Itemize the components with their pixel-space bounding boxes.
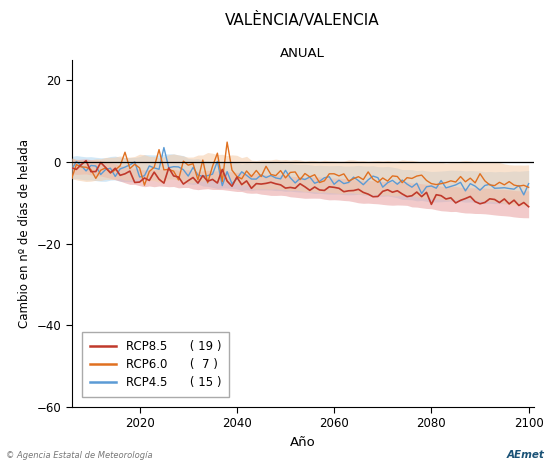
Text: AEmet: AEmet xyxy=(507,450,544,460)
Text: VALÈNCIA/VALENCIA: VALÈNCIA/VALENCIA xyxy=(225,12,380,28)
Legend: RCP8.5      ( 19 ), RCP6.0      (  7 ), RCP4.5      ( 15 ): RCP8.5 ( 19 ), RCP6.0 ( 7 ), RCP4.5 ( 15… xyxy=(82,332,229,397)
Title: ANUAL: ANUAL xyxy=(280,47,325,60)
Y-axis label: Cambio en nº de días de helada: Cambio en nº de días de helada xyxy=(18,139,31,328)
X-axis label: Año: Año xyxy=(290,436,315,449)
Text: © Agencia Estatal de Meteorología: © Agencia Estatal de Meteorología xyxy=(6,451,152,460)
